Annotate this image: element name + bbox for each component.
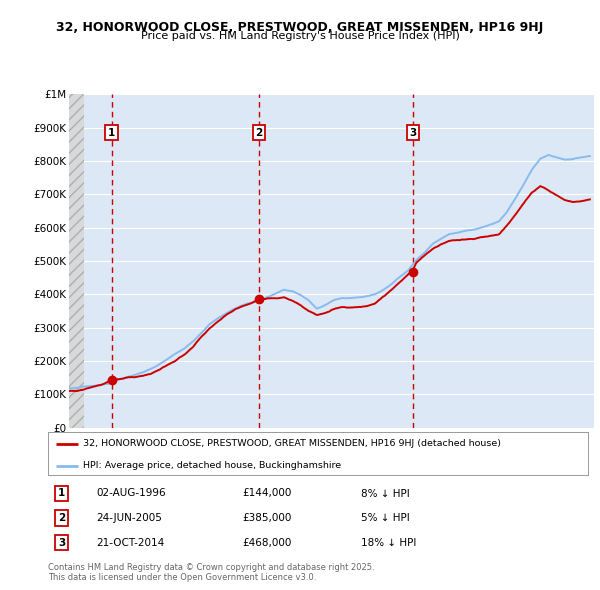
Text: 32, HONORWOOD CLOSE, PRESTWOOD, GREAT MISSENDEN, HP16 9HJ: 32, HONORWOOD CLOSE, PRESTWOOD, GREAT MI…: [56, 21, 544, 34]
Text: 1: 1: [108, 128, 115, 137]
Text: 02-AUG-1996: 02-AUG-1996: [97, 489, 166, 499]
Bar: [69, 94, 84, 428]
Text: £144,000: £144,000: [242, 489, 292, 499]
Text: 21-OCT-2014: 21-OCT-2014: [97, 537, 165, 548]
Text: 1: 1: [58, 489, 65, 499]
Text: HPI: Average price, detached house, Buckinghamshire: HPI: Average price, detached house, Buck…: [83, 461, 341, 470]
Text: 8% ↓ HPI: 8% ↓ HPI: [361, 489, 410, 499]
Text: 3: 3: [409, 128, 416, 137]
Text: £385,000: £385,000: [242, 513, 292, 523]
Text: 32, HONORWOOD CLOSE, PRESTWOOD, GREAT MISSENDEN, HP16 9HJ (detached house): 32, HONORWOOD CLOSE, PRESTWOOD, GREAT MI…: [83, 440, 501, 448]
Text: 3: 3: [58, 537, 65, 548]
Text: 18% ↓ HPI: 18% ↓ HPI: [361, 537, 416, 548]
Text: 2: 2: [58, 513, 65, 523]
Text: Contains HM Land Registry data © Crown copyright and database right 2025.
This d: Contains HM Land Registry data © Crown c…: [48, 563, 374, 582]
Text: £468,000: £468,000: [242, 537, 292, 548]
Text: Price paid vs. HM Land Registry's House Price Index (HPI): Price paid vs. HM Land Registry's House …: [140, 31, 460, 41]
Text: 2: 2: [255, 128, 262, 137]
Text: 24-JUN-2005: 24-JUN-2005: [97, 513, 163, 523]
Text: 5% ↓ HPI: 5% ↓ HPI: [361, 513, 410, 523]
